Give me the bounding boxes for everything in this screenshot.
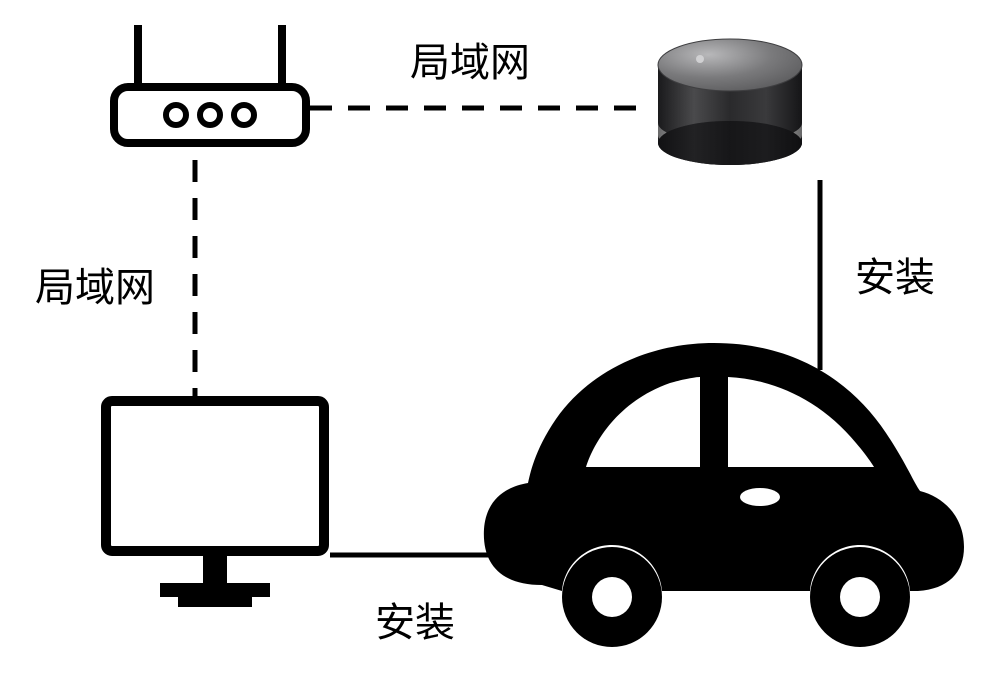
- car-icon: [470, 315, 970, 665]
- label-install-bottom: 安装: [375, 590, 455, 648]
- lidar-sensor-icon: [640, 25, 820, 175]
- label-lan-top: 局域网: [410, 30, 530, 88]
- monitor-icon: [100, 395, 330, 615]
- label-install-right: 安装: [855, 245, 935, 303]
- router-icon: [110, 25, 310, 155]
- label-lan-left: 局域网: [35, 255, 155, 313]
- diagram-stage: 局域网 局域网 安装 安装: [0, 0, 1000, 680]
